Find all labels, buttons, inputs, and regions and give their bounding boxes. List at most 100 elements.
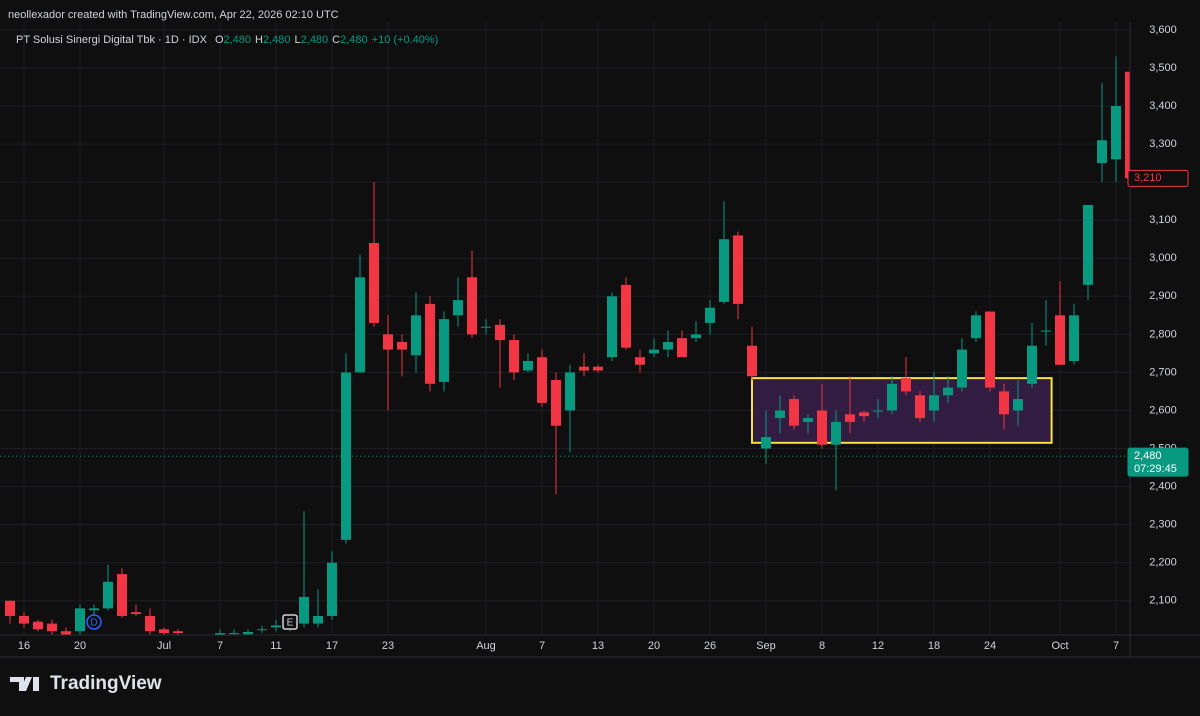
candle-body <box>747 345 757 377</box>
candle-body <box>467 277 477 335</box>
candle-body <box>901 378 911 392</box>
candle-body <box>481 326 491 328</box>
candle-body <box>159 629 169 634</box>
candle-body <box>19 615 29 624</box>
candle-body <box>173 631 183 634</box>
x-tick-label: 20 <box>648 640 660 652</box>
candle-body <box>887 383 897 411</box>
x-tick-label: Aug <box>476 640 496 652</box>
candle-body <box>649 349 659 354</box>
x-tick-label: 13 <box>592 640 604 652</box>
candle-body <box>621 284 631 348</box>
x-tick-label: 16 <box>18 640 30 652</box>
y-tick-label: 2,300 <box>1149 519 1177 531</box>
price-label: 2,480 <box>1134 450 1162 462</box>
candle-body <box>593 366 603 371</box>
candle-body <box>775 410 785 419</box>
y-tick-label: 2,900 <box>1149 290 1177 302</box>
legend-value: 2,480 <box>340 34 368 46</box>
candle-body <box>327 562 337 616</box>
candle-body <box>537 357 547 403</box>
y-tick-label: 3,300 <box>1149 138 1177 150</box>
candle-body <box>803 418 813 422</box>
candle-body <box>341 372 351 540</box>
candle-body <box>509 340 519 373</box>
candle-body <box>859 412 869 417</box>
x-tick-label: 23 <box>382 640 394 652</box>
candle-body <box>873 410 883 412</box>
candle-body <box>243 631 253 635</box>
candle-body <box>439 319 449 382</box>
brand-logo <box>10 677 39 691</box>
candle-body <box>943 387 953 396</box>
x-tick-label: 8 <box>819 640 825 652</box>
price-label-box <box>1127 169 1189 187</box>
candle-body <box>789 399 799 426</box>
candle-body <box>831 421 841 445</box>
candle-body <box>229 633 239 635</box>
x-tick-label: 7 <box>217 640 223 652</box>
legend-key: O <box>215 34 224 46</box>
price-label-box <box>1127 447 1189 477</box>
credit: neollexador created with TradingView.com… <box>8 9 339 21</box>
candle-body <box>845 414 855 422</box>
x-tick-label: Jul <box>157 640 171 652</box>
y-tick-label: 3,100 <box>1149 214 1177 226</box>
y-tick-label: 2,700 <box>1149 366 1177 378</box>
candle-body <box>691 334 701 339</box>
candle-body <box>579 366 589 371</box>
candle-body <box>355 277 365 373</box>
candle-body <box>677 338 687 358</box>
x-tick-label: 12 <box>872 640 884 652</box>
legend-key: C <box>332 34 340 46</box>
candle-body <box>985 311 995 388</box>
candle-body <box>1055 315 1065 365</box>
candle-body <box>957 349 967 388</box>
y-tick-label: 2,200 <box>1149 557 1177 569</box>
event-label: E <box>287 618 294 629</box>
candle-body <box>817 410 827 445</box>
event-marker <box>282 614 298 630</box>
countdown-label: 07:29:45 <box>1134 463 1177 475</box>
legend-value: 2,480 <box>301 34 329 46</box>
candle-body <box>5 600 15 616</box>
candle-body <box>929 395 939 411</box>
candle-body <box>75 608 85 632</box>
candle-body <box>425 303 435 384</box>
candle-body <box>1083 204 1093 285</box>
x-tick-label: 20 <box>74 640 86 652</box>
candle-body <box>383 334 393 350</box>
y-tick-label: 3,000 <box>1149 252 1177 264</box>
x-tick-label: Sep <box>756 640 776 652</box>
candle-body <box>33 621 43 630</box>
candle-body <box>1069 315 1079 361</box>
candle-body <box>131 612 141 615</box>
candle-body <box>663 341 673 350</box>
y-tick-label: 3,400 <box>1149 100 1177 112</box>
candle-body <box>1013 399 1023 411</box>
candle-body <box>607 296 617 358</box>
candle-body <box>397 341 407 350</box>
candle-body <box>971 315 981 339</box>
candle-body <box>1111 106 1121 160</box>
x-tick-label: Oct <box>1051 640 1068 652</box>
candle-body <box>565 372 575 411</box>
x-tick-label: 18 <box>928 640 940 652</box>
candle-body <box>313 615 323 624</box>
candle-body <box>47 623 57 632</box>
candle-body <box>215 633 225 635</box>
candle-body <box>1097 140 1107 164</box>
candle-body <box>495 324 505 341</box>
legend: PT Solusi Sinergi Digital Tbk · 1D · IDX… <box>16 34 438 46</box>
legend-change: +10 (+0.40%) <box>372 34 439 46</box>
candle-body <box>551 380 561 426</box>
candle-body <box>719 239 729 303</box>
event-marker <box>86 614 102 630</box>
candle-body <box>89 608 99 611</box>
brand: TradingView <box>50 673 162 694</box>
price-label: 3,210 <box>1134 172 1162 184</box>
candle-body <box>103 581 113 609</box>
x-tick-label: 17 <box>326 640 338 652</box>
